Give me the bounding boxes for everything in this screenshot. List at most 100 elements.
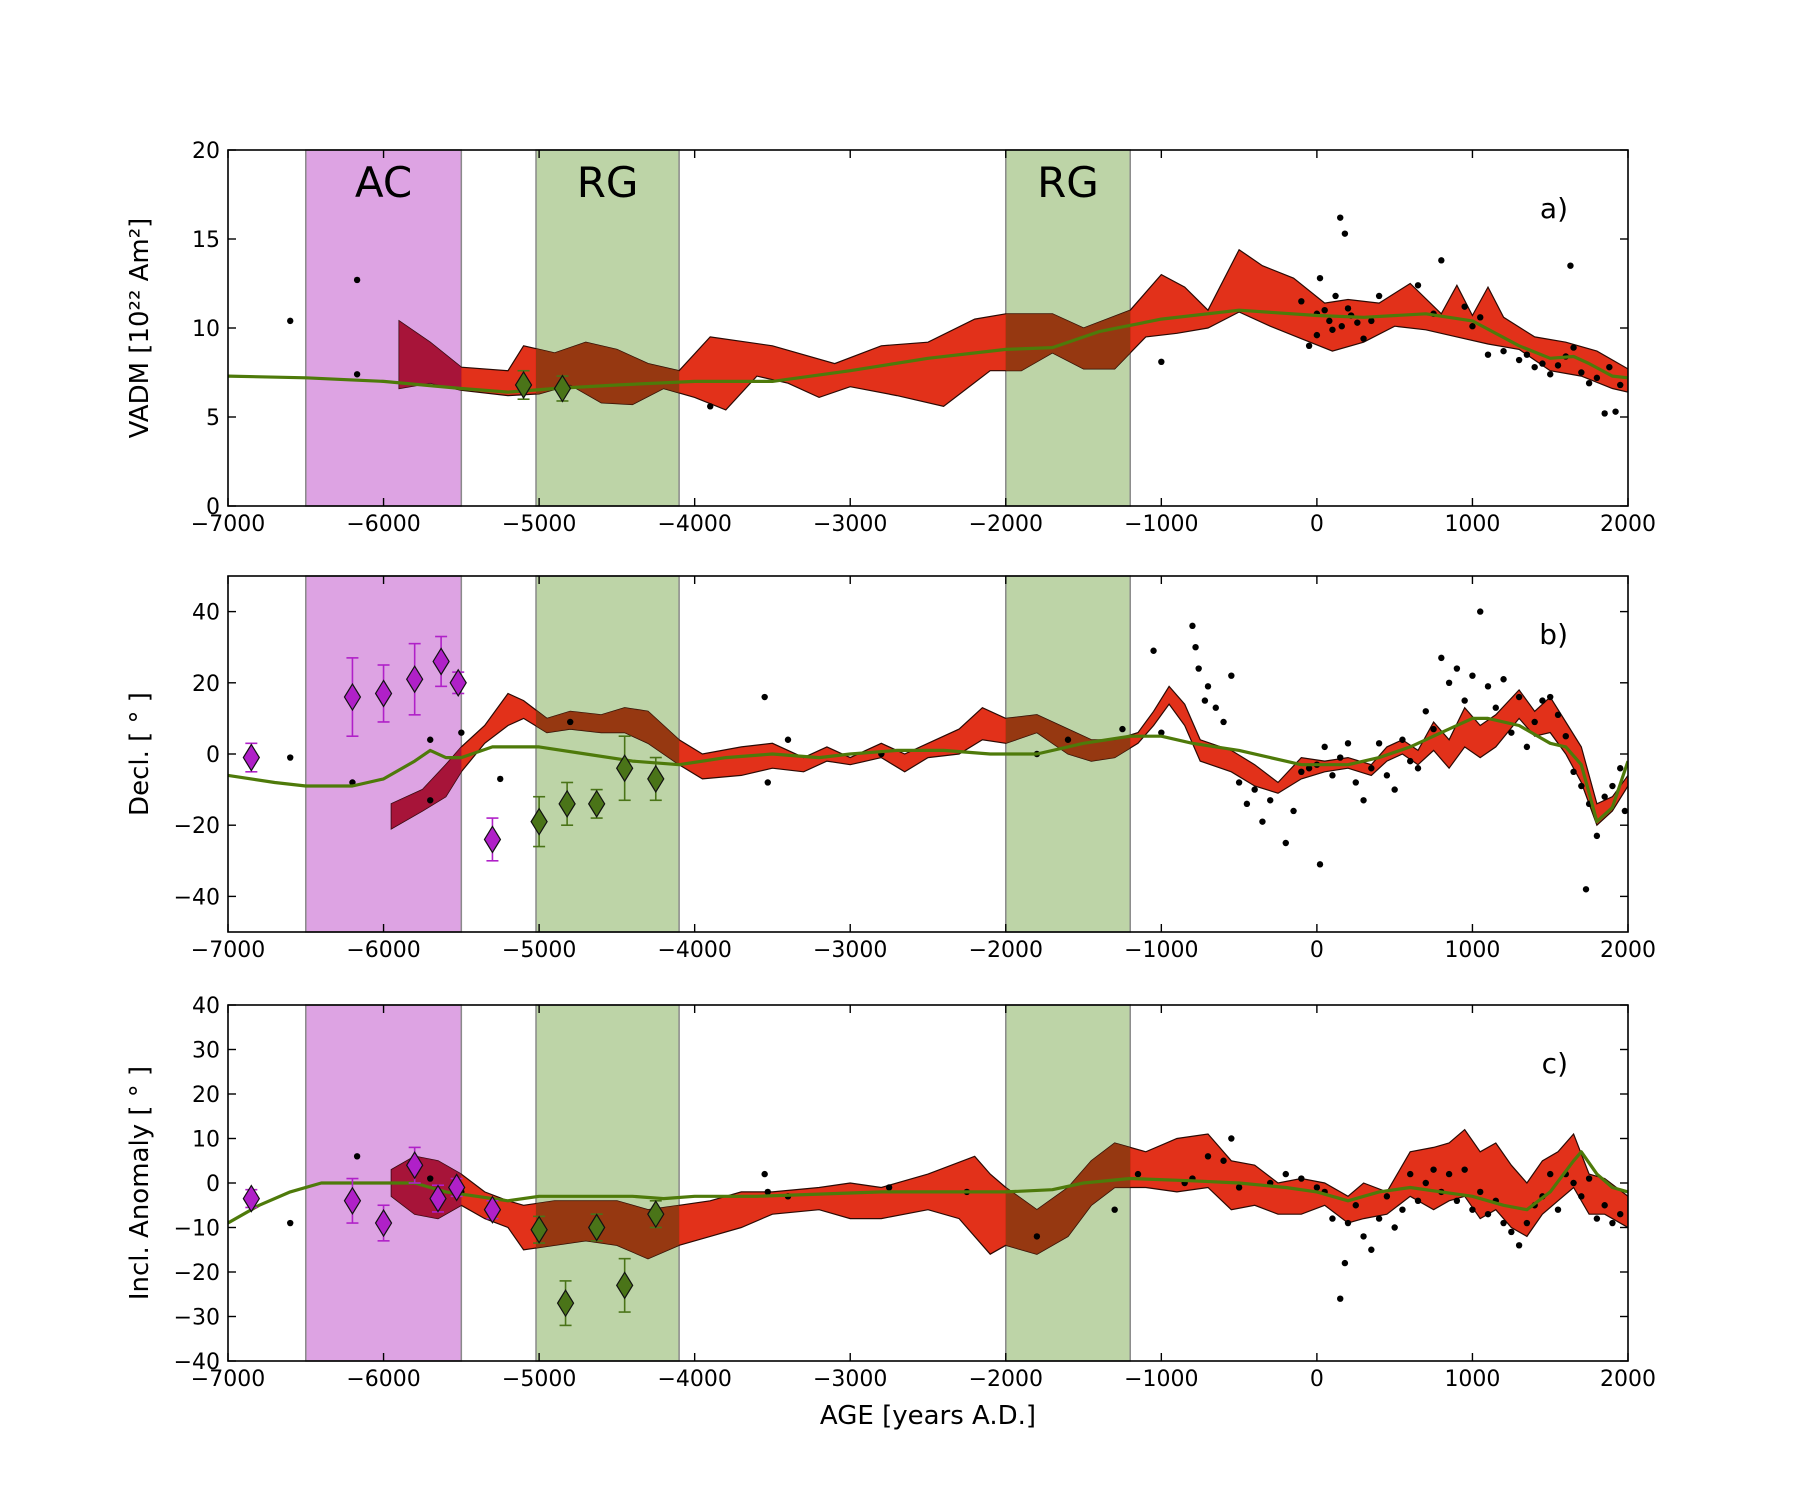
ac-marker <box>405 665 424 694</box>
data-point <box>1508 1228 1515 1236</box>
ac-marker <box>405 1151 424 1180</box>
x-tick-label: 0 <box>1310 938 1324 963</box>
plot-area <box>228 608 1628 893</box>
data-point <box>1461 697 1468 704</box>
y-tick-label: 10 <box>192 1128 220 1153</box>
data-point <box>1399 1206 1406 1213</box>
data-point <box>1329 772 1336 779</box>
x-tick-label: −5000 <box>502 1367 576 1392</box>
data-point <box>287 754 294 761</box>
data-point <box>287 317 294 325</box>
data-point <box>1391 1224 1398 1231</box>
rg-marker <box>558 789 576 818</box>
data-point <box>1453 665 1461 672</box>
data-point <box>1407 1170 1414 1178</box>
data-point <box>353 1153 361 1160</box>
ac-marker <box>343 682 362 712</box>
ac-marker <box>242 743 261 772</box>
data-point <box>1523 1219 1531 1227</box>
ac-marker <box>432 647 450 676</box>
band-label-rg-2: RG <box>577 158 639 207</box>
data-point <box>1422 708 1429 715</box>
data-point <box>1329 326 1336 333</box>
y-tick-label: −20 <box>174 1261 220 1286</box>
data-point <box>353 371 361 378</box>
data-point <box>1305 342 1313 349</box>
model-curve <box>228 308 1628 394</box>
x-tick-label: −2000 <box>969 1367 1043 1392</box>
data-point <box>784 736 792 743</box>
y-axis-title: Decl. [ ° ] <box>125 692 155 816</box>
data-point <box>1360 1233 1367 1240</box>
data-point <box>1612 408 1619 415</box>
x-tick-label: −1000 <box>1124 512 1198 537</box>
data-point <box>567 718 574 726</box>
y-tick-label: 0 <box>206 743 220 768</box>
x-tick-label: −1000 <box>1124 938 1198 963</box>
data-point <box>1617 765 1624 772</box>
data-point <box>1469 1206 1476 1213</box>
data-point <box>1593 832 1601 840</box>
y-tick-label: 20 <box>192 672 220 697</box>
data-point <box>1461 1166 1468 1173</box>
data-point <box>1375 1215 1383 1222</box>
data-point <box>1337 754 1344 761</box>
data-point <box>1228 1135 1235 1142</box>
data-point <box>1484 351 1492 358</box>
x-tick-label: 0 <box>1310 512 1324 537</box>
x-tick-label: −7000 <box>191 512 265 537</box>
y-tick-label: −10 <box>174 1217 220 1242</box>
data-point <box>761 1170 768 1178</box>
plot-area <box>228 214 1628 417</box>
data-point <box>1461 303 1468 310</box>
y-tick-label: 5 <box>206 406 220 431</box>
y-tick-label: −20 <box>174 814 220 839</box>
data-point <box>1338 323 1345 330</box>
data-point <box>1523 351 1531 358</box>
data-point <box>1228 672 1235 679</box>
data-point <box>1414 765 1422 772</box>
data-point <box>1391 786 1398 793</box>
data-point <box>1290 807 1297 815</box>
x-tick-label: −4000 <box>657 1367 731 1392</box>
data-point <box>1515 356 1523 364</box>
data-point <box>1204 1153 1212 1160</box>
rg-marker <box>587 1213 606 1242</box>
rg-marker <box>615 754 634 783</box>
x-tick-label: −7000 <box>191 938 265 963</box>
data-point <box>1469 672 1476 679</box>
envelope-band-overlap <box>1005 310 1131 371</box>
data-point <box>1158 729 1165 736</box>
data-point <box>1606 363 1613 371</box>
data-point <box>1192 644 1199 651</box>
data-point <box>1492 704 1499 711</box>
data-point <box>1298 1175 1305 1182</box>
data-point <box>1243 800 1251 808</box>
data-point <box>1316 274 1324 282</box>
y-axis-title: Incl. Anomaly [ ° ] <box>125 1066 155 1300</box>
ac-marker <box>447 1173 466 1202</box>
data-point <box>1212 704 1219 711</box>
data-point <box>1298 768 1305 775</box>
data-point <box>1539 697 1546 704</box>
rg-marker <box>556 1289 575 1318</box>
data-point <box>1414 282 1422 289</box>
panel-letter: c) <box>1542 1047 1568 1080</box>
band-ac-1 <box>305 149 463 507</box>
envelope-band-overlap <box>399 320 462 391</box>
data-point <box>1500 347 1507 355</box>
x-tick-label: −4000 <box>657 512 731 537</box>
x-tick-label: 1000 <box>1444 1367 1500 1392</box>
data-point <box>1570 768 1577 775</box>
band-rg-2 <box>535 149 680 507</box>
data-point <box>1523 743 1531 751</box>
x-tick-label: −7000 <box>191 1367 265 1392</box>
x-tick-label: −3000 <box>813 938 887 963</box>
rg-marker <box>587 789 606 818</box>
x-tick-label: 0 <box>1310 1367 1324 1392</box>
data-point <box>1259 818 1266 825</box>
data-point <box>1554 1206 1562 1213</box>
y-tick-label: 40 <box>192 994 220 1019</box>
x-tick-label: −2000 <box>969 512 1043 537</box>
rg-marker <box>514 370 533 400</box>
